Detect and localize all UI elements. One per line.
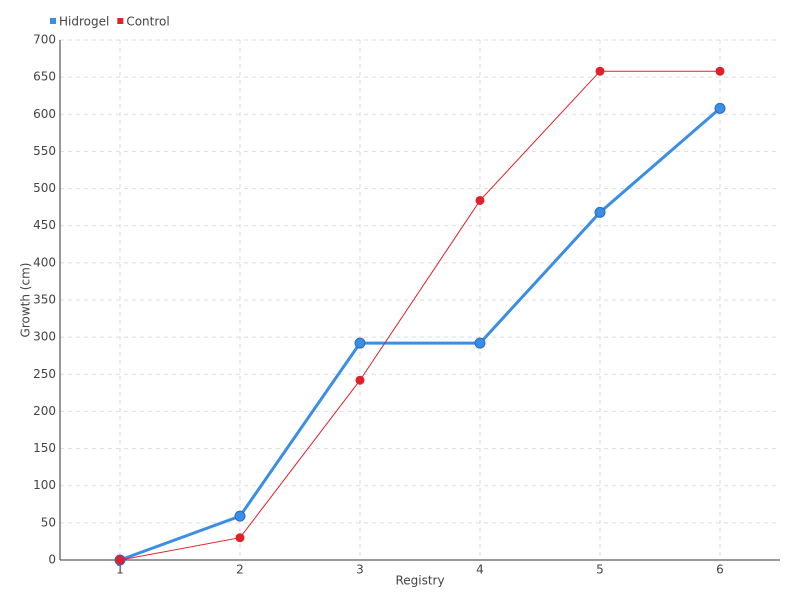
x-tick-label: 1 (116, 563, 124, 577)
y-tick-label: 0 (48, 553, 56, 567)
x-tick-label: 3 (356, 563, 364, 577)
x-tick-label: 2 (236, 563, 244, 577)
data-point (474, 337, 486, 349)
data-point (595, 66, 605, 76)
data-point (115, 555, 125, 565)
data-point (234, 510, 246, 522)
y-axis-label: Growth (cm) (19, 263, 33, 338)
y-tick-label: 300 (33, 330, 56, 344)
y-tick-label: 650 (33, 70, 56, 84)
legend-swatch (50, 18, 56, 24)
y-tick-label: 550 (33, 144, 56, 158)
data-point (594, 206, 606, 218)
data-point (475, 195, 485, 205)
x-axis-label: Registry (395, 574, 444, 588)
data-point (354, 337, 366, 349)
y-tick-label: 500 (33, 181, 56, 195)
y-tick-label: 700 (33, 33, 56, 47)
data-point (715, 66, 725, 76)
legend-label: Control (126, 15, 169, 29)
y-tick-label: 150 (33, 441, 56, 455)
legend-label: Hidrogel (59, 15, 109, 29)
y-tick-label: 50 (41, 515, 56, 529)
x-tick-label: 5 (596, 563, 604, 577)
data-point (355, 375, 365, 385)
y-tick-label: 400 (33, 255, 56, 269)
y-tick-label: 250 (33, 367, 56, 381)
y-tick-label: 350 (33, 293, 56, 307)
data-point (714, 102, 726, 114)
series-line (119, 70, 720, 561)
x-tick-label: 4 (476, 563, 484, 577)
series-line (119, 107, 721, 562)
y-tick-label: 600 (33, 107, 56, 121)
x-tick-label: 6 (716, 563, 724, 577)
y-tick-label: 200 (33, 404, 56, 418)
data-point (235, 533, 245, 543)
legend-swatch (117, 18, 124, 24)
y-tick-label: 100 (33, 478, 56, 492)
y-tick-label: 450 (33, 218, 56, 232)
